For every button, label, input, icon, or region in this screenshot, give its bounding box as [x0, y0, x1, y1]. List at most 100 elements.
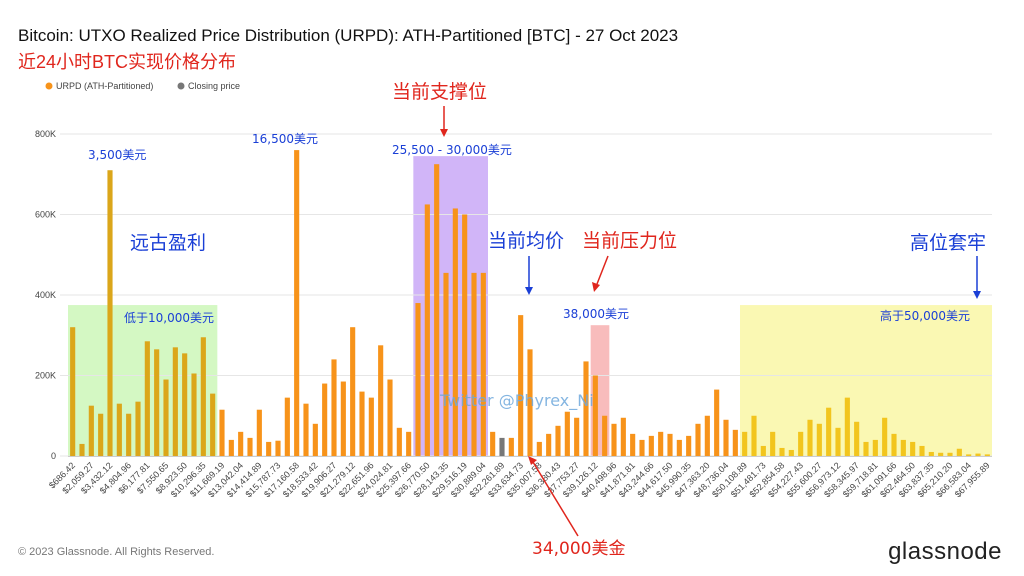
urpd-bar [312, 423, 318, 456]
urpd-bar [452, 208, 458, 456]
urpd-bar [639, 439, 645, 456]
urpd-bar [844, 397, 850, 456]
urpd-bar [760, 445, 766, 456]
watermark-twitter: Twitter @Phyrex_Ni [439, 391, 594, 411]
urpd-bar [126, 413, 132, 456]
annotation-below-10k: 低于10,000美元 [124, 311, 214, 325]
urpd-bar [443, 272, 449, 456]
urpd-bar [182, 353, 188, 456]
urpd-bar [984, 454, 990, 456]
urpd-bar [406, 431, 412, 456]
urpd-bar [387, 379, 393, 456]
urpd-bar [807, 419, 813, 456]
urpd-bar [368, 397, 374, 456]
urpd-bar [490, 431, 496, 456]
urpd-bar [424, 204, 430, 456]
arrow-34000-line [532, 461, 579, 537]
urpd-bar [620, 417, 626, 456]
urpd-bar [630, 433, 636, 456]
zone-purple [413, 156, 488, 456]
urpd-bar [835, 427, 841, 456]
urpd-bar [919, 445, 925, 456]
urpd-bar [742, 431, 748, 456]
arrow-resistance-line [596, 255, 609, 285]
urpd-bar [779, 447, 785, 456]
urpd-bar [471, 272, 477, 456]
urpd-bar [910, 441, 916, 456]
legend-closing-label: Closing price [188, 81, 240, 91]
glassnode-logo: glassnode [888, 538, 1002, 565]
urpd-bar [163, 379, 169, 456]
urpd-bar [592, 375, 598, 456]
urpd-bar [303, 403, 309, 456]
y-tick-label: 600K [35, 210, 56, 220]
urpd-bar [135, 401, 141, 456]
urpd-bar [340, 381, 346, 456]
urpd-bar [555, 425, 561, 456]
annotation-high-trapped: 高位套牢 [910, 232, 986, 254]
urpd-bar [854, 421, 860, 456]
urpd-bar [378, 345, 384, 456]
urpd-bar [107, 170, 113, 456]
urpd-bar [172, 347, 178, 456]
y-tick-label: 400K [35, 290, 56, 300]
arrow-high-head [973, 291, 981, 299]
urpd-bar [462, 214, 468, 456]
urpd-bar [116, 403, 122, 456]
urpd-bar [863, 441, 869, 456]
urpd-bar [266, 441, 272, 456]
urpd-bar [508, 437, 514, 456]
urpd-bar [816, 423, 822, 456]
closing-price-bar [499, 437, 505, 456]
urpd-bar [714, 389, 720, 456]
y-tick-label: 0 [51, 451, 56, 461]
urpd-bar [686, 435, 692, 456]
urpd-bar [938, 452, 944, 456]
urpd-bar [928, 451, 934, 456]
urpd-bar [434, 164, 440, 456]
urpd-bar [527, 349, 533, 456]
urpd-bar [602, 415, 608, 456]
urpd-bar [415, 303, 421, 456]
urpd-bar [732, 429, 738, 456]
urpd-bar [788, 449, 794, 456]
urpd-bar [751, 415, 757, 456]
urpd-bar [956, 448, 962, 456]
urpd-bar [975, 453, 981, 456]
annotation-current-resistance: 当前压力位 [582, 230, 677, 252]
arrow-34000-head [528, 456, 537, 465]
legend-urpd-label: URPD (ATH-Partitioned) [56, 81, 153, 91]
urpd-bar [583, 361, 589, 456]
urpd-bar [900, 439, 906, 456]
urpd-bar [247, 437, 253, 456]
urpd-bar [98, 413, 104, 456]
urpd-bar [536, 441, 542, 456]
arrow-support-head [440, 129, 448, 137]
urpd-bar [154, 349, 160, 456]
urpd-bar [648, 435, 654, 456]
urpd-bar [546, 433, 552, 456]
urpd-bar [350, 327, 356, 456]
annotation-38000: 38,000美元 [563, 307, 629, 321]
legend-urpd-swatch [45, 82, 53, 90]
urpd-bar [882, 417, 888, 456]
urpd-bar [396, 427, 402, 456]
urpd-bar [695, 423, 701, 456]
urpd-bar [88, 405, 94, 456]
urpd-bar [219, 409, 225, 456]
urpd-bar [294, 150, 300, 456]
annotation-25500-30000: 25,500 - 30,000美元 [392, 143, 512, 157]
zone-yellow [740, 305, 992, 456]
annotation-current-average: 当前均价 [488, 230, 564, 252]
urpd-bar [359, 391, 365, 456]
urpd-bar [275, 440, 281, 456]
urpd-bar [322, 383, 328, 456]
urpd-bar [658, 431, 664, 456]
urpd-bar [228, 439, 234, 456]
y-axis: 0 200K 400K 600K 800K [35, 129, 56, 461]
y-tick-label: 800K [35, 129, 56, 139]
urpd-bar [518, 315, 524, 456]
urpd-bar [70, 327, 76, 456]
footer-copyright: © 2023 Glassnode. All Rights Reserved. [18, 546, 215, 558]
